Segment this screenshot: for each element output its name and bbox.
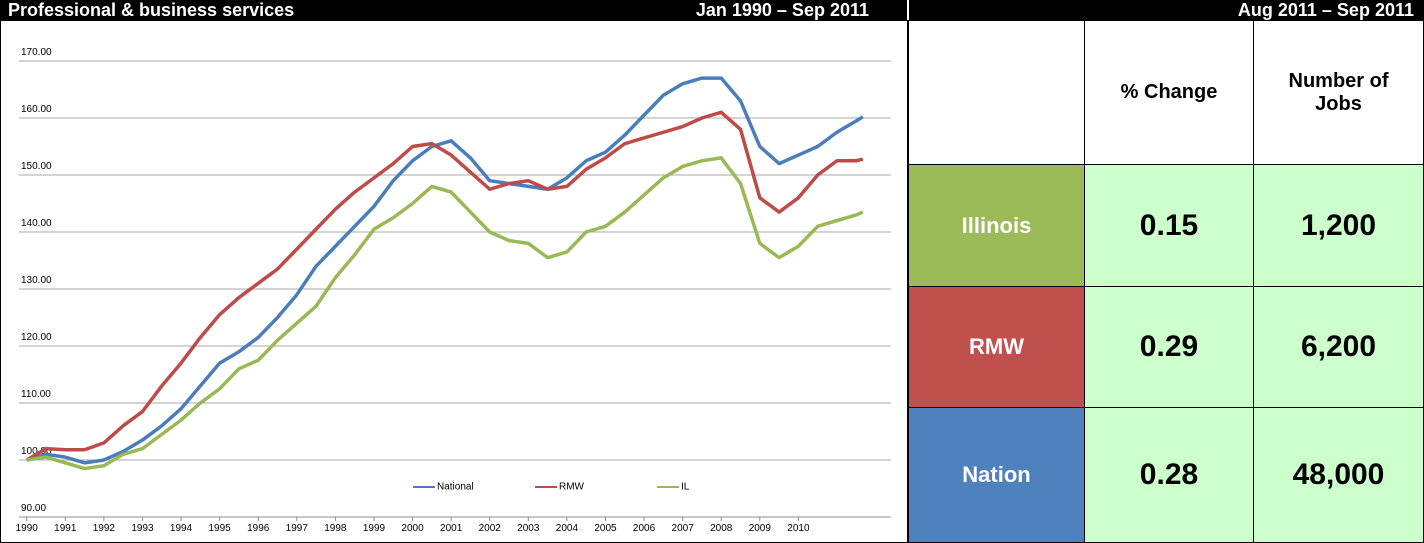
legend-label: National xyxy=(437,482,474,493)
y-tick-label: 140.00 xyxy=(21,218,52,229)
change-cell: 0.29 xyxy=(1084,286,1254,408)
legend-label: RMW xyxy=(559,482,585,493)
change-cell: 0.15 xyxy=(1084,164,1254,287)
jobs-cell: 48,000 xyxy=(1253,407,1424,543)
x-tick-label: 2000 xyxy=(401,523,424,534)
x-tick-label: 2001 xyxy=(440,523,463,534)
y-tick-label: 100.00 xyxy=(21,446,52,457)
line-series xyxy=(26,156,864,471)
legend-label: IL xyxy=(681,482,690,493)
change-cell: 0.28 xyxy=(1084,407,1254,543)
y-tick-label: 130.00 xyxy=(21,275,52,286)
title: Professional & business services xyxy=(8,0,295,20)
row-label: Illinois xyxy=(908,164,1085,287)
corner-cell xyxy=(908,20,1085,165)
jobs-cell: 6,200 xyxy=(1253,286,1424,408)
chart-header: Professional & business services Jan 199… xyxy=(0,0,907,20)
x-tick-label: 1994 xyxy=(170,523,193,534)
x-tick-label: 2010 xyxy=(787,523,810,534)
y-tick-label: 120.00 xyxy=(21,332,52,343)
y-tick-label: 150.00 xyxy=(21,161,52,172)
y-tick-label: 110.00 xyxy=(21,389,51,400)
period: Jan 1990 – Sep 2011 xyxy=(695,0,869,20)
line-series xyxy=(26,76,864,465)
x-tick-label: 2003 xyxy=(517,523,540,534)
row-label: RMW xyxy=(908,286,1085,408)
x-tick-label: 1999 xyxy=(363,523,386,534)
x-tick-label: 2002 xyxy=(479,523,502,534)
x-tick-label: 2005 xyxy=(594,523,617,534)
x-tick-label: 2006 xyxy=(633,523,656,534)
x-tick-label: 1990 xyxy=(16,523,39,534)
x-tick-label: 2009 xyxy=(749,523,772,534)
x-tick-label: 1996 xyxy=(247,523,270,534)
x-tick-label: 1992 xyxy=(93,523,116,534)
x-tick-label: 2004 xyxy=(556,523,579,534)
table-header: Aug 2011 – Sep 2011 xyxy=(909,0,1424,20)
x-tick-label: 1993 xyxy=(131,523,154,534)
x-tick-label: 1991 xyxy=(54,523,77,534)
x-tick-label: 2007 xyxy=(672,523,695,534)
row-label: Nation xyxy=(908,407,1085,543)
y-tick-label: 170.00 xyxy=(21,47,52,58)
column-header: % Change xyxy=(1084,20,1254,165)
y-tick-label: 160.00 xyxy=(21,104,52,115)
y-tick-label: 90.00 xyxy=(21,503,46,514)
table-period: Aug 2011 – Sep 2011 xyxy=(1237,0,1414,20)
chart: 90.00 100.00 110.00 120.00 130.00 140.00 150.0… xyxy=(0,20,908,543)
column-header: Number of Jobs xyxy=(1253,20,1424,165)
x-tick-label: 1995 xyxy=(209,523,232,534)
line-series xyxy=(25,110,864,462)
x-tick-label: 2008 xyxy=(710,523,733,534)
x-tick-label: 1998 xyxy=(324,523,347,534)
x-tick-label: 1997 xyxy=(286,523,309,534)
jobs-cell: 1,200 xyxy=(1253,164,1424,287)
